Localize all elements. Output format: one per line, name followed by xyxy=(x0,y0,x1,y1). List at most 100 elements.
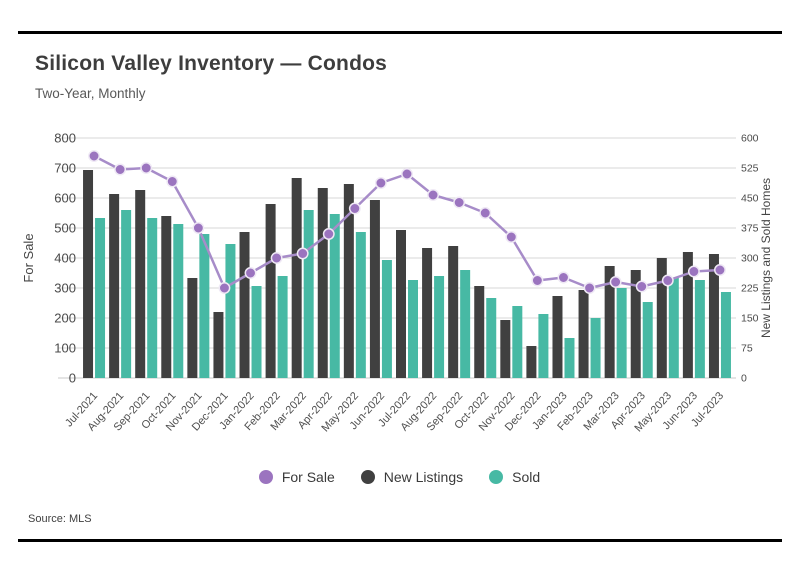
right-axis-title: New Listings and Sold Homes xyxy=(759,178,773,338)
source-note: Source: MLS xyxy=(28,513,92,525)
for-sale-point-Oct-2021 xyxy=(166,175,179,188)
top-divider xyxy=(18,31,782,34)
bar-sold-Jul-2021 xyxy=(95,218,106,378)
bar-sold-May-2023 xyxy=(668,278,679,378)
for-sale-point-Nov-2022 xyxy=(505,231,518,243)
bar-sold-Mar-2023 xyxy=(616,288,627,378)
bar-sold-Apr-2022 xyxy=(329,214,340,378)
for-sale-point-Dec-2022 xyxy=(531,274,544,287)
bar-new-listings-Mar-2022 xyxy=(291,178,302,378)
for-sale-point-Apr-2022 xyxy=(322,228,335,240)
bar-sold-Sep-2022 xyxy=(460,270,471,378)
bar-sold-Dec-2021 xyxy=(225,244,236,378)
bar-sold-Jun-2022 xyxy=(381,260,392,378)
bar-new-listings-Jun-2022 xyxy=(369,200,380,378)
left-axis-tick-label: 700 xyxy=(54,161,76,176)
for-sale-point-Jan-2022 xyxy=(244,267,257,279)
bar-new-listings-Dec-2022 xyxy=(526,346,537,378)
legend-label-sold: Sold xyxy=(512,469,541,485)
for-sale-point-May-2022 xyxy=(348,202,361,215)
for-sale-point-Apr-2023 xyxy=(635,280,648,293)
new-listings-swatch-icon xyxy=(360,470,375,484)
legend-item-for-sale: For Sale xyxy=(258,469,335,485)
bar-sold-Aug-2021 xyxy=(121,210,132,378)
bar-new-listings-Jan-2023 xyxy=(552,296,563,378)
for-sale-point-Jun-2023 xyxy=(687,265,700,278)
for-sale-point-Jul-2022 xyxy=(401,168,413,180)
left-axis-tick-label: 800 xyxy=(54,131,76,146)
right-axis-tick-label: 225 xyxy=(741,283,759,295)
right-axis-tick-label: 375 xyxy=(741,223,759,235)
bar-new-listings-Jan-2022 xyxy=(239,232,250,378)
bar-sold-Nov-2022 xyxy=(512,306,523,378)
for-sale-point-Aug-2021 xyxy=(114,163,127,176)
bar-new-listings-Oct-2022 xyxy=(474,286,485,378)
bar-new-listings-Aug-2022 xyxy=(422,248,433,378)
for-sale-point-Jul-2021 xyxy=(88,150,100,162)
bar-new-listings-May-2023 xyxy=(656,258,667,378)
right-axis-tick-label: 450 xyxy=(741,193,759,205)
for-sale-point-Sep-2022 xyxy=(453,196,466,209)
for-sale-point-Aug-2022 xyxy=(427,189,440,201)
for-sale-point-Feb-2023 xyxy=(583,282,596,294)
chart-legend: For Sale New Listings Sold xyxy=(0,469,799,485)
chart-title: Silicon Valley Inventory — Condos xyxy=(35,52,388,75)
bar-new-listings-Dec-2021 xyxy=(213,312,224,378)
for-sale-point-Jan-2023 xyxy=(557,271,570,284)
for-sale-point-May-2023 xyxy=(661,274,674,287)
for-sale-point-Jul-2023 xyxy=(714,264,726,276)
for-sale-point-Jun-2022 xyxy=(374,177,387,189)
right-axis-tick-label: 300 xyxy=(741,253,759,265)
right-axis-tick-label: 0 xyxy=(741,373,747,385)
bar-new-listings-Aug-2021 xyxy=(109,194,120,378)
bar-new-listings-Sep-2021 xyxy=(135,190,146,378)
bar-sold-Nov-2021 xyxy=(199,234,210,378)
bar-sold-Feb-2022 xyxy=(277,276,288,378)
bar-new-listings-Feb-2023 xyxy=(578,290,589,378)
for-sale-point-Mar-2022 xyxy=(296,247,309,260)
sold-swatch-icon xyxy=(489,470,504,484)
bar-sold-Oct-2021 xyxy=(173,224,184,378)
bar-new-listings-Sep-2022 xyxy=(448,246,459,378)
bar-sold-Jan-2023 xyxy=(564,338,575,378)
left-axis-tick-label: 0 xyxy=(69,371,76,386)
chart-subtitle: Two-Year, Monthly xyxy=(35,86,146,101)
for-sale-point-Sep-2021 xyxy=(140,162,153,174)
bar-new-listings-Feb-2022 xyxy=(265,204,276,378)
bar-sold-Jul-2022 xyxy=(408,280,418,378)
bar-new-listings-Apr-2023 xyxy=(630,270,641,378)
right-axis-tick-label: 150 xyxy=(741,313,759,325)
bar-sold-Jul-2023 xyxy=(720,292,731,378)
left-axis-title: For Sale xyxy=(21,233,36,282)
bar-sold-Oct-2022 xyxy=(486,298,497,378)
bar-sold-Mar-2022 xyxy=(303,210,314,378)
bar-new-listings-Apr-2022 xyxy=(317,188,328,378)
bar-new-listings-Mar-2023 xyxy=(604,266,615,378)
for-sale-point-Feb-2022 xyxy=(270,252,283,264)
left-axis-tick-label: 600 xyxy=(54,191,76,206)
bottom-divider xyxy=(18,539,782,542)
bar-new-listings-May-2022 xyxy=(343,184,354,378)
bar-new-listings-Jul-2023 xyxy=(708,254,719,378)
left-axis-tick-label: 100 xyxy=(54,341,76,356)
legend-item-sold: Sold xyxy=(489,469,540,485)
bar-new-listings-Jul-2022 xyxy=(396,230,406,378)
for-sale-point-Mar-2023 xyxy=(609,276,622,288)
bar-new-listings-Jul-2021 xyxy=(83,170,94,378)
bar-new-listings-Oct-2021 xyxy=(161,216,172,378)
bar-new-listings-Nov-2022 xyxy=(500,320,511,378)
bar-sold-Dec-2022 xyxy=(538,314,549,378)
bar-sold-Jun-2023 xyxy=(694,280,705,378)
legend-label-for-sale: For Sale xyxy=(281,469,335,485)
bar-sold-Jan-2022 xyxy=(251,286,262,378)
legend-item-new-listings: New Listings xyxy=(360,469,464,485)
bar-sold-Apr-2023 xyxy=(642,302,653,378)
bar-new-listings-Jun-2023 xyxy=(682,252,693,378)
legend-label-new-listings: New Listings xyxy=(383,469,464,485)
bar-sold-Sep-2021 xyxy=(147,218,158,378)
for-sale-point-Dec-2021 xyxy=(218,282,231,294)
bar-new-listings-Nov-2021 xyxy=(187,278,198,378)
for-sale-point-Oct-2022 xyxy=(479,207,492,219)
